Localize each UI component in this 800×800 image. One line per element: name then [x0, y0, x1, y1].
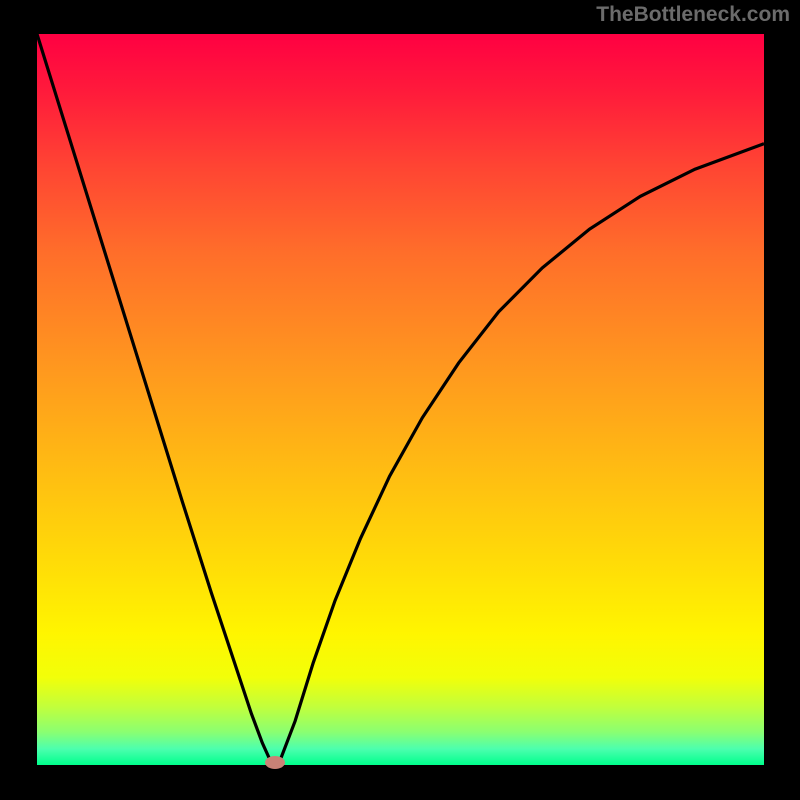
- plot-background: [37, 34, 764, 765]
- curve-svg: [37, 34, 764, 765]
- watermark-text: TheBottleneck.com: [596, 3, 790, 27]
- plot-area: [37, 34, 764, 765]
- minimum-marker: [265, 756, 285, 769]
- chart-container: TheBottleneck.com: [0, 0, 800, 800]
